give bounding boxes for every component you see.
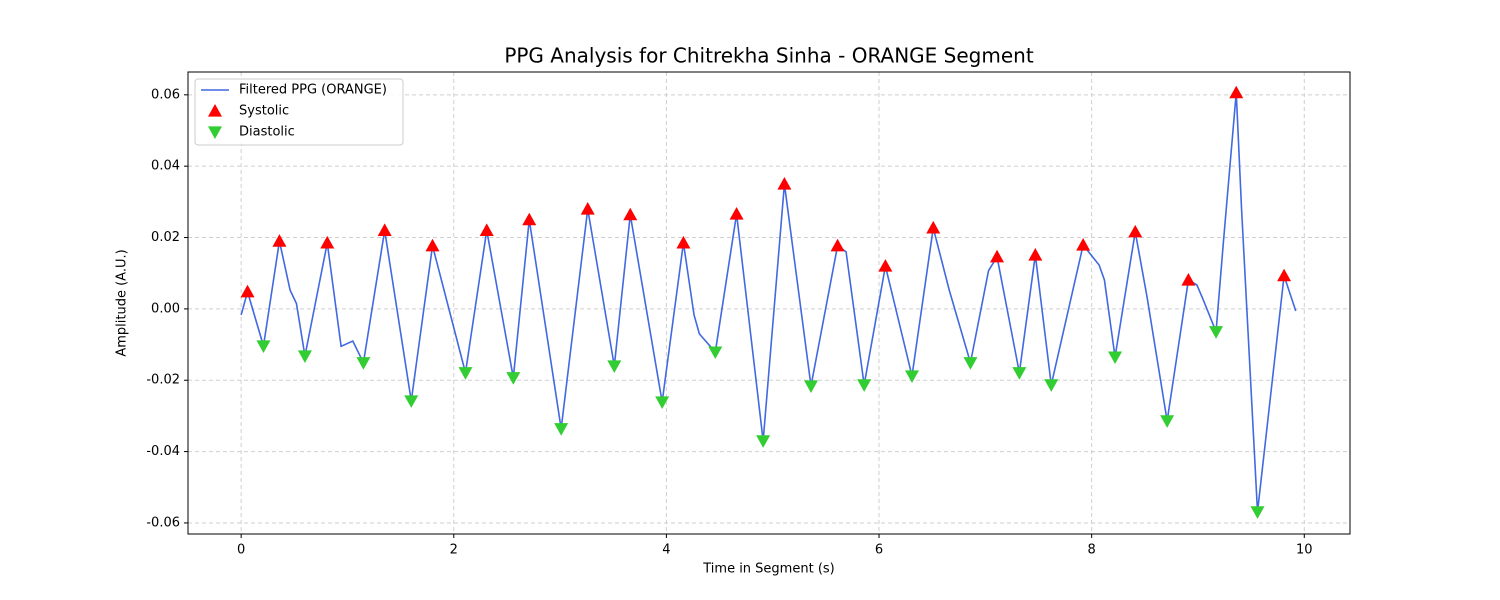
y-tick-label: 0.02 xyxy=(151,230,180,245)
x-tick-label: 2 xyxy=(450,543,458,558)
legend-label: Filtered PPG (ORANGE) xyxy=(239,83,387,98)
diastolic-marker xyxy=(1044,379,1059,392)
systolic-marker xyxy=(729,206,744,220)
legend-swatch xyxy=(208,104,222,117)
diastolic-marker xyxy=(506,372,521,385)
systolic-marker xyxy=(272,234,287,247)
y-tick-label: 0.00 xyxy=(151,301,180,316)
diastolic-marker xyxy=(803,380,818,393)
legend-box xyxy=(194,78,404,146)
ppg-line xyxy=(240,92,1297,512)
systolic-marker xyxy=(425,238,440,252)
diastolic-marker xyxy=(1209,326,1224,339)
legend-swatch xyxy=(208,126,222,139)
diastolic-marker xyxy=(1160,415,1175,428)
systolic-marker xyxy=(320,235,335,249)
diastolic-marker xyxy=(607,360,622,373)
diastolic-marker xyxy=(458,367,473,380)
systolic-marker xyxy=(878,259,893,272)
diastolic-marker xyxy=(356,357,371,370)
diastolic-marker xyxy=(256,340,271,353)
systolic-marker xyxy=(240,284,255,298)
x-tick-label: 6 xyxy=(875,543,883,558)
diastolic-marker xyxy=(857,379,872,392)
systolic-marker xyxy=(1277,268,1292,282)
legend-label: Diastolic xyxy=(239,125,295,140)
y-tick-label: -0.04 xyxy=(146,444,180,459)
diastolic-marker xyxy=(1250,506,1265,519)
systolic-marker xyxy=(623,207,638,221)
chart-title: PPG Analysis for Chitrekha Sinha - ORANG… xyxy=(504,44,1034,68)
x-tick-label: 10 xyxy=(1296,543,1313,558)
diastolic-marker xyxy=(904,370,919,383)
diastolic-marker xyxy=(963,357,978,370)
x-tick-label: 0 xyxy=(237,543,245,558)
systolic-marker xyxy=(580,201,595,215)
y-tick-label: -0.06 xyxy=(146,515,180,530)
systolic-marker xyxy=(777,177,792,190)
x-axis-label: Time in Segment (s) xyxy=(702,562,834,577)
systolic-marker xyxy=(1181,272,1196,286)
legend-label: Systolic xyxy=(239,104,289,119)
systolic-marker xyxy=(522,212,537,226)
systolic-marker xyxy=(676,235,691,249)
systolic-marker xyxy=(1128,224,1143,238)
systolic-marker xyxy=(1028,248,1043,261)
systolic-marker xyxy=(1076,238,1091,251)
diastolic-marker xyxy=(1012,367,1027,380)
diastolic-marker xyxy=(655,396,670,409)
diastolic-marker xyxy=(756,435,771,448)
diastolic-marker xyxy=(554,423,569,436)
diastolic-marker xyxy=(708,346,723,360)
diastolic-marker xyxy=(1108,351,1123,365)
systolic-marker xyxy=(830,238,845,252)
systolic-marker xyxy=(479,223,494,236)
x-tick-label: 4 xyxy=(662,543,670,558)
x-tick-label: 8 xyxy=(1088,543,1096,558)
plot-frame xyxy=(187,71,1351,535)
y-axis-label: Amplitude (A.U.) xyxy=(115,249,130,356)
y-tick-label: 0.04 xyxy=(151,159,180,174)
y-tick-label: -0.02 xyxy=(146,373,180,388)
diastolic-marker xyxy=(297,350,312,363)
y-tick-label: 0.06 xyxy=(151,87,180,102)
systolic-marker xyxy=(990,249,1005,263)
diastolic-marker xyxy=(404,395,419,408)
systolic-marker xyxy=(926,220,941,234)
systolic-marker xyxy=(1229,85,1244,99)
systolic-marker xyxy=(377,223,392,236)
